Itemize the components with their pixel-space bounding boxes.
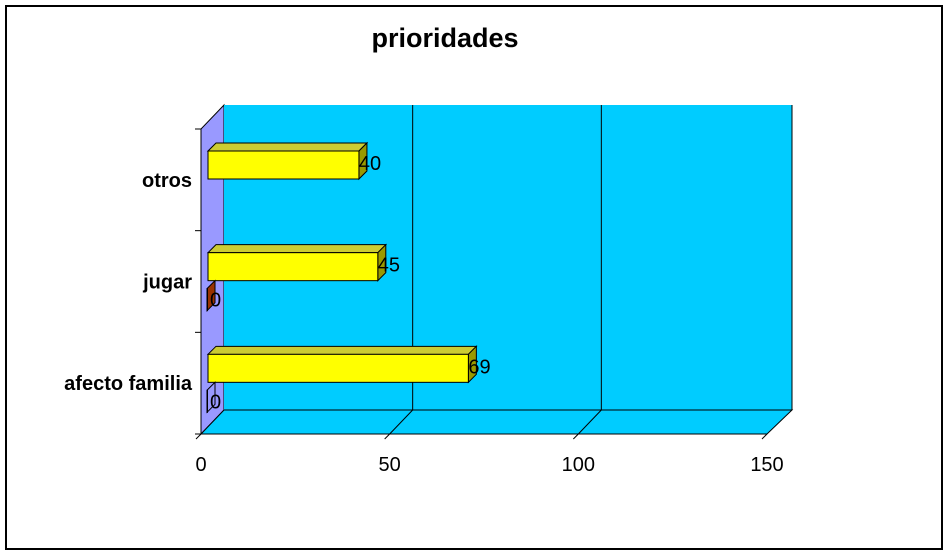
bar-small-1 — [206, 279, 216, 312]
bar-main-0 — [206, 345, 478, 384]
x-tick-label-0: 0 — [195, 454, 206, 476]
data-label-main-0: 69 — [468, 356, 490, 378]
bar-small-0 — [206, 381, 216, 414]
x-tick-label-150: 150 — [750, 454, 783, 476]
chart: prioridades 0 50 100 150 afecto familia 69 0 ju… — [64, 23, 794, 476]
x-tick-label-50: 50 — [379, 454, 401, 476]
bar-main-2-front — [207, 150, 360, 180]
bar-small-1-front — [206, 288, 208, 312]
gridline-floor-50 — [389, 409, 414, 435]
bar-main-2 — [206, 141, 369, 181]
bar-main-1-top — [206, 244, 388, 254]
data-label-small-0: 0 — [210, 391, 221, 413]
bar-main-2-top — [206, 142, 369, 152]
floor — [199, 409, 794, 435]
x-tick-100 — [572, 433, 579, 440]
chart-frame: prioridades 0 50 100 150 afecto familia 69 0 ju… — [5, 5, 943, 550]
bar-small-0-front — [206, 389, 208, 413]
data-label-main-1: 45 — [378, 255, 400, 277]
chart-title: prioridades — [371, 23, 518, 53]
data-label-main-2: 40 — [359, 153, 381, 175]
category-label-0: afecto familia — [64, 373, 193, 395]
x-tick-50 — [384, 433, 391, 440]
bar-main-1-front — [207, 252, 379, 282]
back-wall — [224, 105, 792, 410]
bar-main-1 — [206, 243, 388, 282]
bar-main-0-front — [207, 353, 469, 383]
bar-main-0-top — [206, 345, 478, 355]
gridline-floor-100 — [577, 409, 602, 435]
x-tick-0 — [195, 433, 202, 440]
x-tick-150 — [761, 433, 768, 440]
data-label-small-1: 0 — [210, 290, 221, 312]
category-label-2: otros — [142, 170, 192, 192]
x-tick-label-100: 100 — [562, 454, 595, 476]
category-label-1: jugar — [142, 272, 192, 294]
